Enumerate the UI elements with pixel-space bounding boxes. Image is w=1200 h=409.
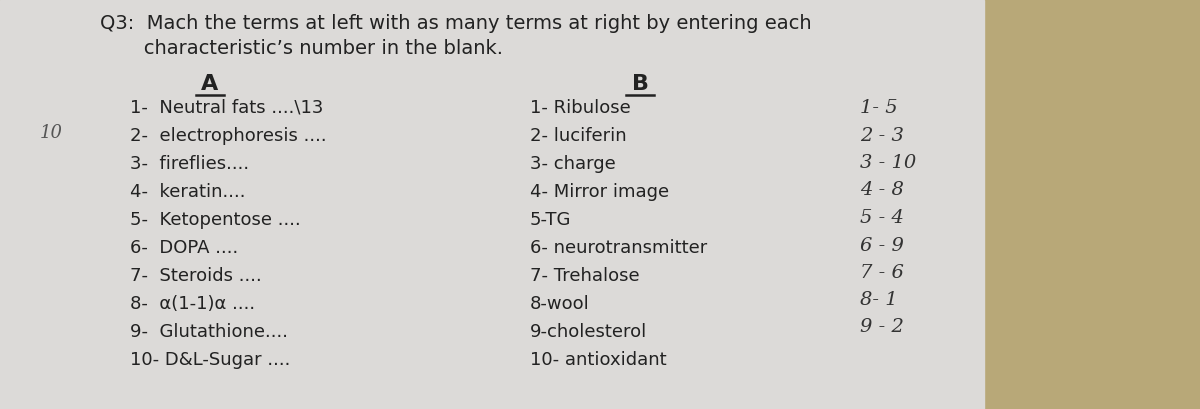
Text: 8-  α(1-1)α ....: 8- α(1-1)α .... bbox=[130, 295, 256, 313]
Text: 6- neurotransmitter: 6- neurotransmitter bbox=[530, 239, 707, 257]
Text: 7- Trehalose: 7- Trehalose bbox=[530, 267, 640, 285]
Text: 9 - 2: 9 - 2 bbox=[860, 318, 904, 336]
Text: 5-  Ketopentose ....: 5- Ketopentose .... bbox=[130, 211, 301, 229]
Text: 4-  keratin....: 4- keratin.... bbox=[130, 183, 246, 201]
Text: 2-  electrophoresis ....: 2- electrophoresis .... bbox=[130, 127, 326, 145]
Text: 3 - 10: 3 - 10 bbox=[860, 154, 917, 172]
Text: 6-  DOPA ....: 6- DOPA .... bbox=[130, 239, 239, 257]
Text: 9-  Glutathione....: 9- Glutathione.... bbox=[130, 323, 288, 341]
Text: 2- luciferin: 2- luciferin bbox=[530, 127, 626, 145]
Text: 10: 10 bbox=[40, 124, 64, 142]
Text: 8- 1: 8- 1 bbox=[860, 291, 898, 309]
Text: 5-TG: 5-TG bbox=[530, 211, 571, 229]
Text: 7-  Steroids ....: 7- Steroids .... bbox=[130, 267, 262, 285]
Text: characteristic’s number in the blank.: characteristic’s number in the blank. bbox=[100, 39, 503, 58]
Text: 7 - 6: 7 - 6 bbox=[860, 264, 904, 282]
Text: 1- 5: 1- 5 bbox=[860, 99, 898, 117]
Text: 6 - 9: 6 - 9 bbox=[860, 237, 904, 255]
Text: A: A bbox=[202, 74, 218, 94]
Text: 1- Ribulose: 1- Ribulose bbox=[530, 99, 631, 117]
Text: Q3:  Mach the terms at left with as many terms at right by entering each: Q3: Mach the terms at left with as many … bbox=[100, 14, 811, 33]
Text: 4- Mirror image: 4- Mirror image bbox=[530, 183, 670, 201]
Text: 5 - 4: 5 - 4 bbox=[860, 209, 904, 227]
Text: B: B bbox=[631, 74, 648, 94]
Text: 2 - 3: 2 - 3 bbox=[860, 127, 904, 145]
Text: 3-  fireflies....: 3- fireflies.... bbox=[130, 155, 250, 173]
Text: 9-cholesterol: 9-cholesterol bbox=[530, 323, 647, 341]
Text: 1-  Neutral fats ....\13: 1- Neutral fats ....\13 bbox=[130, 99, 323, 117]
Text: 3- charge: 3- charge bbox=[530, 155, 616, 173]
Text: 10- antioxidant: 10- antioxidant bbox=[530, 351, 667, 369]
Text: 4 - 8: 4 - 8 bbox=[860, 181, 904, 199]
Text: 10- D&L-Sugar ....: 10- D&L-Sugar .... bbox=[130, 351, 290, 369]
Text: 8-wool: 8-wool bbox=[530, 295, 589, 313]
